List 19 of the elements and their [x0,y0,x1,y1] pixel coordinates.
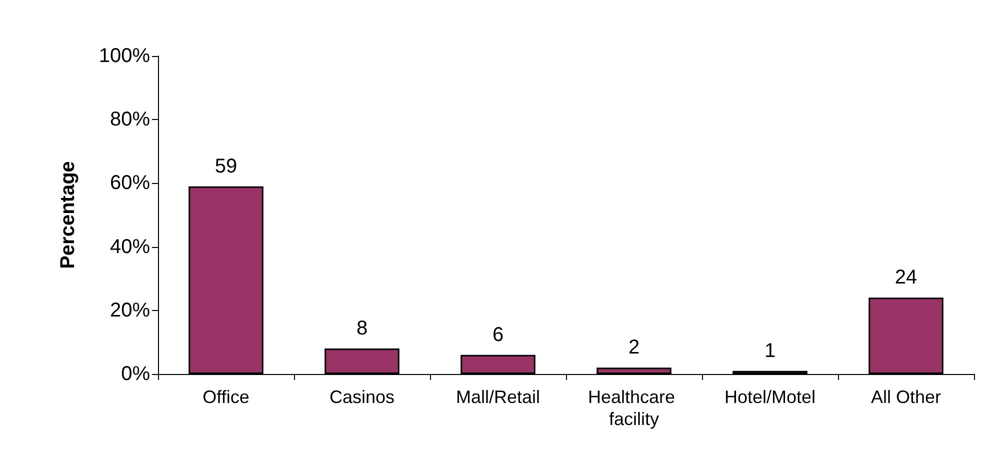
y-tick-label: 40% [110,236,150,258]
data-label: 8 [356,318,368,340]
data-label: 24 [894,266,918,289]
x-tick-label: Mall/Retail [456,387,540,407]
y-tick-label: 80% [110,108,150,131]
y-axis-title: Percentage [57,161,79,269]
y-tick-label: 60% [110,172,150,194]
x-tick-label: Casinos [329,387,395,407]
data-label: 59 [214,155,238,178]
x-tick-label: Hotel/Motel [724,387,816,407]
data-label: 6 [492,324,504,346]
data-label: 1 [764,340,776,362]
y-tick-label: 100% [98,45,150,67]
x-tick-label: Healthcare facility [588,387,680,429]
y-tick-label: 0% [121,363,150,385]
data-label: 2 [628,336,640,359]
x-tick-label: Office [202,387,250,407]
y-tick-label: 20% [110,299,150,322]
x-tick-label: All Other [870,387,942,407]
